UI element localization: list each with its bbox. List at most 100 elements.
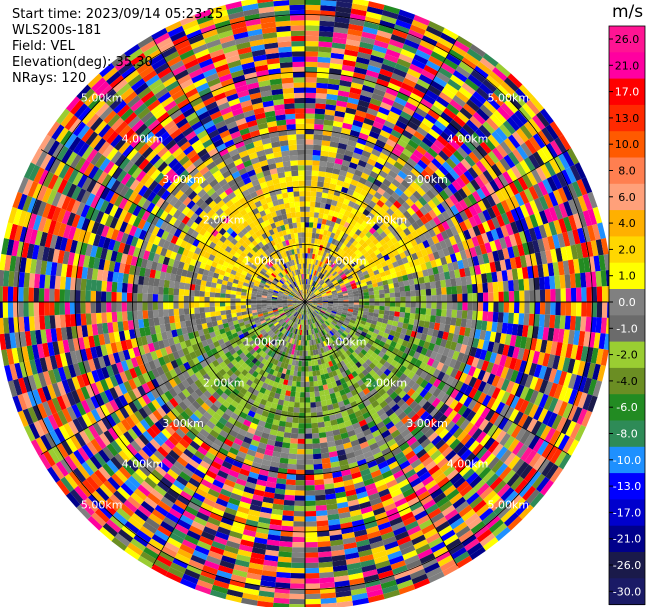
gate <box>454 380 464 392</box>
gate <box>345 44 360 52</box>
gate <box>373 179 383 188</box>
gate <box>337 294 344 297</box>
gate <box>264 389 271 396</box>
gate <box>482 371 491 383</box>
gate <box>337 321 343 326</box>
gate <box>367 420 376 429</box>
gate <box>428 228 437 238</box>
gate <box>475 462 488 476</box>
gate <box>376 78 390 88</box>
gate <box>298 329 301 335</box>
gate <box>351 272 358 278</box>
gate <box>394 311 400 317</box>
gate <box>548 368 558 383</box>
gate <box>390 34 406 44</box>
gate <box>313 270 317 276</box>
gate <box>453 191 464 203</box>
gate <box>352 152 362 160</box>
gate <box>296 459 305 465</box>
gate <box>305 314 307 320</box>
gate <box>309 253 313 259</box>
gate <box>180 355 188 365</box>
gate <box>409 400 419 410</box>
gate <box>255 532 269 540</box>
gate <box>381 447 392 457</box>
gate <box>427 84 442 97</box>
gate <box>292 322 296 328</box>
gate <box>353 324 360 329</box>
gate <box>222 511 236 521</box>
gate <box>339 427 348 435</box>
gate <box>268 312 274 316</box>
gate <box>343 302 349 305</box>
gate <box>528 118 542 134</box>
gate <box>282 322 288 328</box>
gate <box>315 308 320 313</box>
gate <box>415 49 431 61</box>
gate <box>27 406 39 423</box>
gate <box>435 520 450 533</box>
gate <box>337 454 348 462</box>
gate <box>382 416 392 426</box>
gate <box>255 366 262 374</box>
gate <box>300 381 305 388</box>
gate <box>523 229 533 243</box>
gate <box>431 359 440 369</box>
gate <box>264 449 274 457</box>
gate <box>310 307 314 312</box>
gate <box>388 110 400 121</box>
gate <box>142 372 151 383</box>
gate <box>211 391 221 400</box>
gate <box>182 467 194 478</box>
gate <box>310 334 313 341</box>
gate <box>376 396 385 405</box>
gate <box>157 431 168 443</box>
gate <box>568 373 578 390</box>
gate <box>355 453 366 462</box>
gate <box>410 426 421 437</box>
gate <box>376 321 383 327</box>
gate <box>433 322 441 331</box>
gate <box>332 307 338 311</box>
gate <box>354 410 363 418</box>
gate <box>434 242 443 252</box>
gate <box>144 415 155 428</box>
gate <box>381 497 395 508</box>
gate <box>474 348 483 359</box>
gate <box>439 240 448 250</box>
gate <box>508 280 514 292</box>
gate <box>238 342 245 349</box>
gate <box>214 329 221 337</box>
gate <box>361 362 369 370</box>
gate <box>440 279 447 288</box>
gate <box>394 96 408 107</box>
gate <box>327 325 333 331</box>
gate <box>203 390 212 399</box>
gate <box>499 187 510 200</box>
gate <box>567 358 576 374</box>
gate <box>425 246 433 255</box>
gate <box>238 445 249 454</box>
gate <box>455 461 468 473</box>
gate <box>402 384 412 394</box>
gate <box>370 469 382 479</box>
gate <box>306 303 311 307</box>
gate <box>403 317 410 324</box>
gate <box>410 357 418 366</box>
gate <box>550 140 563 156</box>
gate <box>341 127 352 135</box>
gate <box>374 434 384 443</box>
gate <box>346 188 355 196</box>
gate <box>590 347 599 364</box>
gate <box>493 501 508 516</box>
gate <box>380 101 393 111</box>
gate <box>534 289 541 302</box>
gate <box>527 241 535 255</box>
gate <box>466 238 475 249</box>
gate <box>396 138 408 149</box>
gate <box>303 304 305 310</box>
gate <box>244 334 251 340</box>
gate <box>509 357 518 370</box>
gate <box>230 328 237 335</box>
gate <box>411 573 428 585</box>
